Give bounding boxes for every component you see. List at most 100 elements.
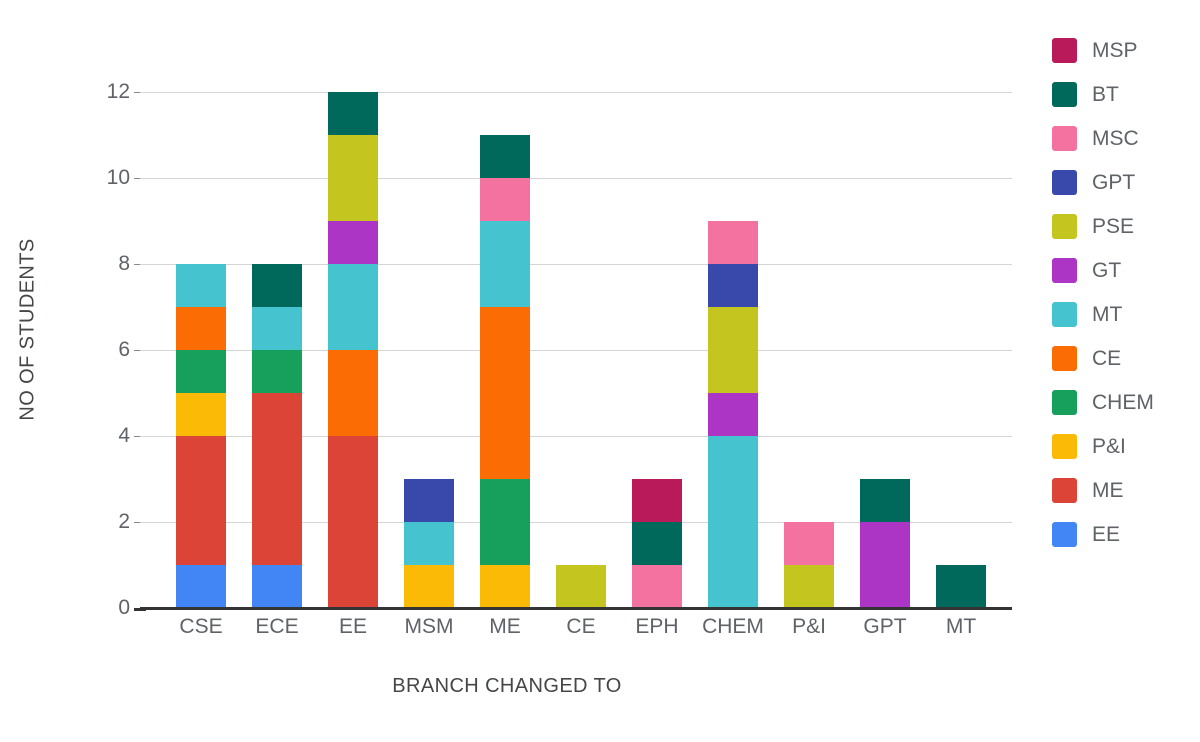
bar-group[interactable] (936, 92, 986, 608)
bar-segment[interactable] (556, 565, 606, 608)
bar-group[interactable] (176, 92, 226, 608)
bar-segment[interactable] (328, 135, 378, 221)
bar-group[interactable] (784, 92, 834, 608)
legend-label: MSP (1092, 38, 1138, 62)
legend-item[interactable]: CHEM (1052, 380, 1198, 424)
bar-segment[interactable] (708, 307, 758, 393)
gridline (140, 350, 1012, 351)
gridline (140, 264, 1012, 265)
bar-group[interactable] (480, 92, 530, 608)
bar-segment[interactable] (328, 92, 378, 135)
legend-label: GT (1092, 258, 1122, 282)
legend-swatch (1052, 81, 1077, 107)
bar-segment[interactable] (328, 221, 378, 264)
bar-segment[interactable] (632, 522, 682, 565)
y-axis-tick-label: 4 (118, 424, 130, 447)
bar-group[interactable] (556, 92, 606, 608)
bar-segment[interactable] (404, 479, 454, 522)
legend-item[interactable]: BT (1052, 72, 1198, 116)
bar-segment[interactable] (252, 565, 302, 608)
gridline (140, 436, 1012, 437)
legend-swatch (1052, 257, 1077, 283)
legend-item[interactable]: P&I (1052, 424, 1198, 468)
bar-segment[interactable] (176, 565, 226, 608)
bar-segment[interactable] (860, 479, 910, 522)
legend-item[interactable]: MSP (1052, 28, 1198, 72)
bar-segment[interactable] (708, 393, 758, 436)
bar-group[interactable] (632, 92, 682, 608)
legend-label: MSC (1092, 126, 1139, 150)
legend-swatch (1052, 301, 1077, 327)
bar-segment[interactable] (176, 264, 226, 307)
bar-segment[interactable] (404, 522, 454, 565)
legend-item[interactable]: EE (1052, 512, 1198, 556)
bar-segment[interactable] (176, 436, 226, 565)
bar-segment[interactable] (480, 565, 530, 608)
bar-group[interactable] (860, 92, 910, 608)
bar-segment[interactable] (480, 178, 530, 221)
bar-segment[interactable] (708, 436, 758, 608)
legend-item[interactable]: CE (1052, 336, 1198, 380)
y-axis-title: NO OF STUDENTS (16, 238, 39, 421)
bar-segment[interactable] (176, 393, 226, 436)
legend-item[interactable]: GPT (1052, 160, 1198, 204)
bar-segment[interactable] (784, 522, 834, 565)
legend-swatch (1052, 389, 1077, 415)
legend-swatch (1052, 37, 1077, 63)
legend: MSP BT MSC GPT PSE GT MT CE CHEM P&I ME EE (1052, 28, 1198, 556)
legend-item[interactable]: GT (1052, 248, 1198, 292)
legend-swatch (1052, 521, 1077, 547)
legend-item[interactable]: PSE (1052, 204, 1198, 248)
bar-segment[interactable] (328, 350, 378, 436)
x-axis-tick-label: ME (489, 615, 521, 638)
legend-swatch (1052, 125, 1077, 151)
legend-label: BT (1092, 82, 1119, 106)
bar-segment[interactable] (936, 565, 986, 608)
bar-group[interactable] (252, 92, 302, 608)
legend-item[interactable]: ME (1052, 468, 1198, 512)
bar-segment[interactable] (252, 393, 302, 565)
y-axis-tick-label: 12 (106, 80, 130, 103)
y-axis-tick-label: 6 (118, 338, 130, 361)
bar-segment[interactable] (860, 522, 910, 608)
x-axis-tick-label: CSE (179, 615, 223, 638)
x-axis-tick-label: CE (566, 615, 596, 638)
bar-segment[interactable] (708, 221, 758, 264)
legend-label: EE (1092, 522, 1121, 546)
bar-segment[interactable] (480, 135, 530, 178)
bar-segment[interactable] (176, 350, 226, 393)
y-axis-tick-label: 8 (118, 252, 130, 275)
bar-segment[interactable] (480, 221, 530, 307)
legend-label: MT (1092, 302, 1123, 326)
gridline (140, 522, 1012, 523)
bar-segment[interactable] (404, 565, 454, 608)
gridline (140, 92, 1012, 93)
bar-segment[interactable] (328, 436, 378, 608)
x-axis-tick-label: EPH (635, 615, 679, 638)
legend-swatch (1052, 433, 1077, 459)
bar-group[interactable] (708, 92, 758, 608)
x-axis-tick-label: EE (338, 615, 367, 638)
bar-segment[interactable] (632, 565, 682, 608)
bar-segment[interactable] (480, 479, 530, 565)
bar-segment[interactable] (252, 350, 302, 393)
legend-swatch (1052, 169, 1077, 195)
gridline (140, 178, 1012, 179)
bar-segment[interactable] (632, 479, 682, 522)
bar-segment[interactable] (252, 264, 302, 307)
legend-item[interactable]: MSC (1052, 116, 1198, 160)
bar-group[interactable] (404, 92, 454, 608)
y-axis-tick-label: 2 (118, 510, 130, 533)
bar-group[interactable] (328, 92, 378, 608)
bar-segment[interactable] (480, 307, 530, 479)
x-axis-tick-label: ECE (255, 615, 299, 638)
legend-item[interactable]: MT (1052, 292, 1198, 336)
bar-segment[interactable] (176, 307, 226, 350)
bar-segment[interactable] (328, 264, 378, 350)
bar-segment[interactable] (708, 264, 758, 307)
bar-segment[interactable] (252, 307, 302, 350)
legend-swatch (1052, 477, 1077, 503)
x-axis-tick-label: MT (945, 615, 977, 638)
bar-segment[interactable] (784, 565, 834, 608)
